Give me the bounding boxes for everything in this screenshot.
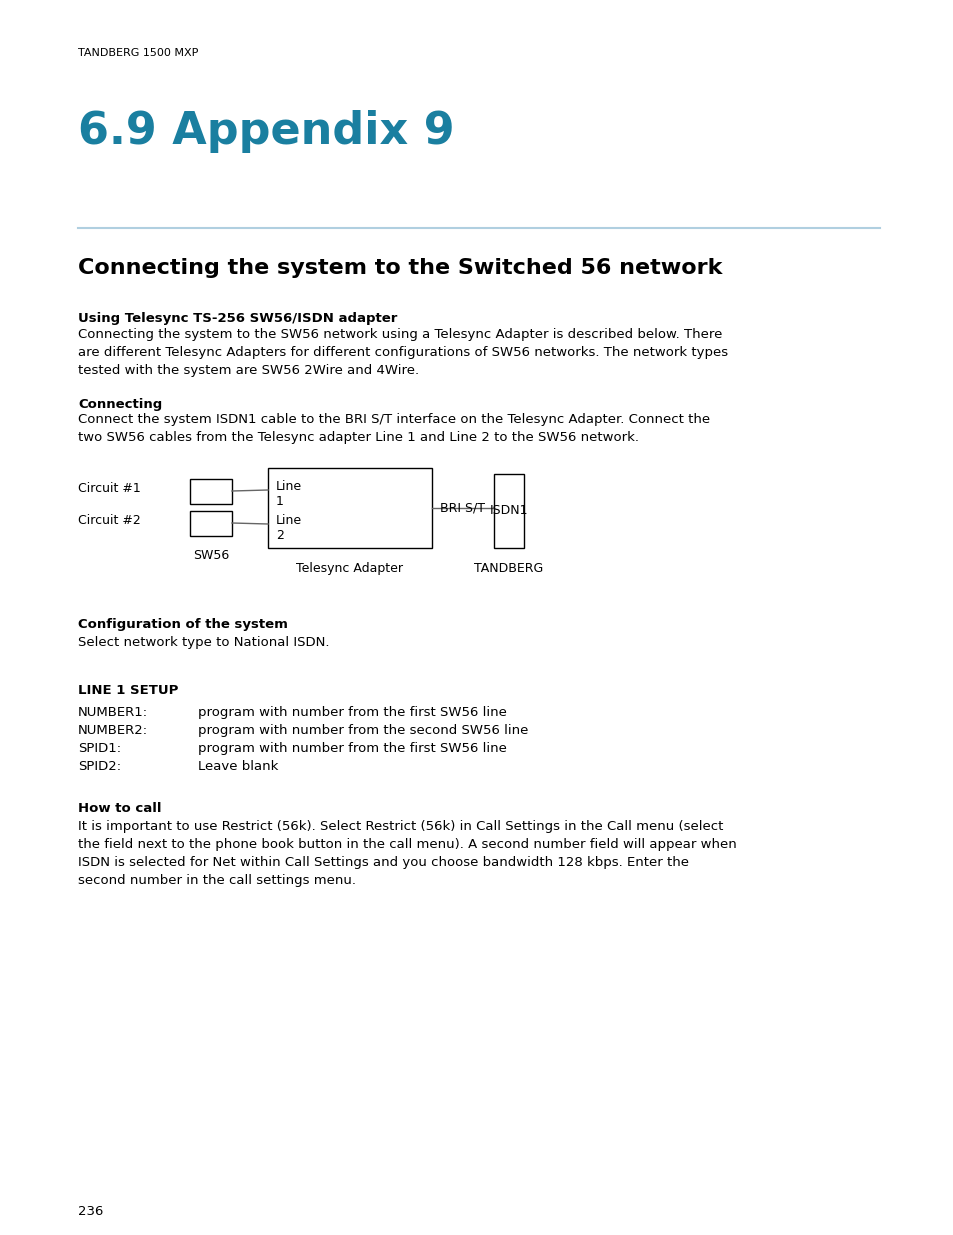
Text: SW56: SW56 bbox=[193, 550, 229, 562]
Text: Configuration of the system: Configuration of the system bbox=[78, 618, 288, 631]
Text: 6.9 Appendix 9: 6.9 Appendix 9 bbox=[78, 110, 455, 153]
Text: SPID1:: SPID1: bbox=[78, 742, 121, 755]
Text: Circuit #1: Circuit #1 bbox=[78, 483, 141, 495]
Text: Connecting: Connecting bbox=[78, 398, 162, 411]
Text: It is important to use Restrict (56k). Select Restrict (56k) in Call Settings in: It is important to use Restrict (56k). S… bbox=[78, 820, 736, 887]
Text: TANDBERG: TANDBERG bbox=[474, 562, 543, 576]
Text: SPID2:: SPID2: bbox=[78, 760, 121, 773]
Text: Line
2: Line 2 bbox=[275, 514, 302, 542]
Bar bbox=[494, 474, 523, 548]
Text: Line
1: Line 1 bbox=[275, 480, 302, 508]
Text: Leave blank: Leave blank bbox=[198, 760, 278, 773]
Text: BRI S/T: BRI S/T bbox=[439, 501, 484, 515]
Text: 236: 236 bbox=[78, 1205, 103, 1218]
Text: Telesync Adapter: Telesync Adapter bbox=[296, 562, 403, 576]
Text: Select network type to National ISDN.: Select network type to National ISDN. bbox=[78, 636, 329, 650]
Text: NUMBER2:: NUMBER2: bbox=[78, 724, 148, 737]
Bar bbox=[190, 479, 232, 504]
Text: Connect the system ISDN1 cable to the BRI S/T interface on the Telesync Adapter.: Connect the system ISDN1 cable to the BR… bbox=[78, 412, 709, 445]
Text: program with number from the first SW56 line: program with number from the first SW56 … bbox=[198, 742, 506, 755]
Bar bbox=[190, 511, 232, 536]
Text: ISDN1: ISDN1 bbox=[489, 505, 528, 517]
Text: Circuit #2: Circuit #2 bbox=[78, 515, 141, 527]
Text: Connecting the system to the SW56 network using a Telesync Adapter is described : Connecting the system to the SW56 networ… bbox=[78, 329, 727, 377]
Text: TANDBERG 1500 MXP: TANDBERG 1500 MXP bbox=[78, 48, 198, 58]
Bar bbox=[268, 468, 432, 548]
Text: program with number from the second SW56 line: program with number from the second SW56… bbox=[198, 724, 528, 737]
Text: LINE 1 SETUP: LINE 1 SETUP bbox=[78, 684, 178, 697]
Text: How to call: How to call bbox=[78, 802, 161, 815]
Text: program with number from the first SW56 line: program with number from the first SW56 … bbox=[198, 706, 506, 719]
Text: NUMBER1:: NUMBER1: bbox=[78, 706, 148, 719]
Text: Using Telesync TS-256 SW56/ISDN adapter: Using Telesync TS-256 SW56/ISDN adapter bbox=[78, 312, 397, 325]
Text: Connecting the system to the Switched 56 network: Connecting the system to the Switched 56… bbox=[78, 258, 721, 278]
